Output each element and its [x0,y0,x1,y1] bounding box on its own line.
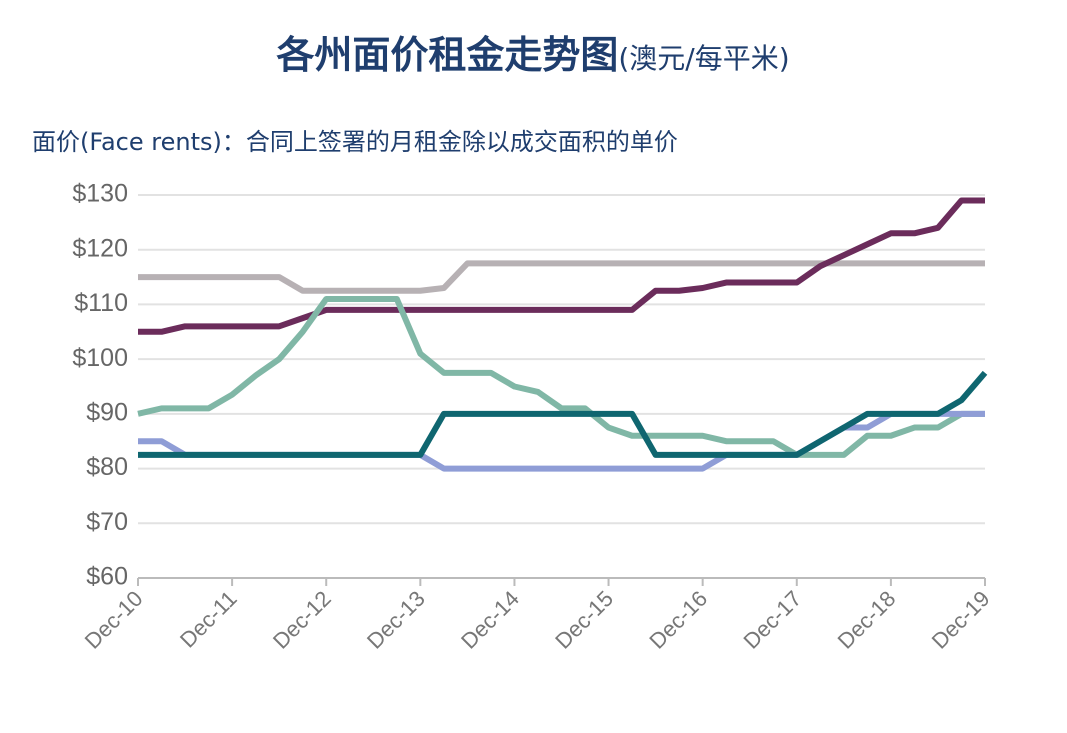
y-tick-label: $60 [86,563,128,591]
y-tick-label: $80 [86,453,128,481]
chart-title: 各州面价租金走势图 [276,33,618,77]
series-line [137,295,985,458]
y-tick-label: $100 [72,344,128,372]
x-tick-label: Dec-18 [833,586,901,654]
series-line [138,370,988,458]
x-tick-label: Dec-15 [550,586,618,654]
y-tick-label: $70 [86,508,128,536]
series-line [138,260,985,294]
x-tick-label: Dec-19 [927,586,995,654]
y-tick-label: $130 [72,180,128,208]
x-tick-label: Dec-17 [738,586,806,654]
x-tick-label: Dec-12 [268,586,336,654]
y-tick-label: $120 [72,234,128,262]
x-tick-label: Dec-10 [80,586,148,654]
x-tick-label: Dec-11 [175,586,242,653]
series-line [138,197,985,335]
y-tick-label: $90 [86,398,128,426]
chart-title-group: 各州面价租金走势图(澳元/每平米) [276,33,789,77]
y-tick-label: $110 [74,289,128,317]
x-tick-label: Dec-16 [644,586,712,654]
chart-subtitle: 面价(Face rents)：合同上签署的月租金除以成交面积的单价 [32,128,678,156]
x-tick-label: Dec-14 [456,586,524,654]
x-tick-label: Dec-13 [362,586,430,654]
title-unit: (澳元/每平米) [618,42,789,75]
